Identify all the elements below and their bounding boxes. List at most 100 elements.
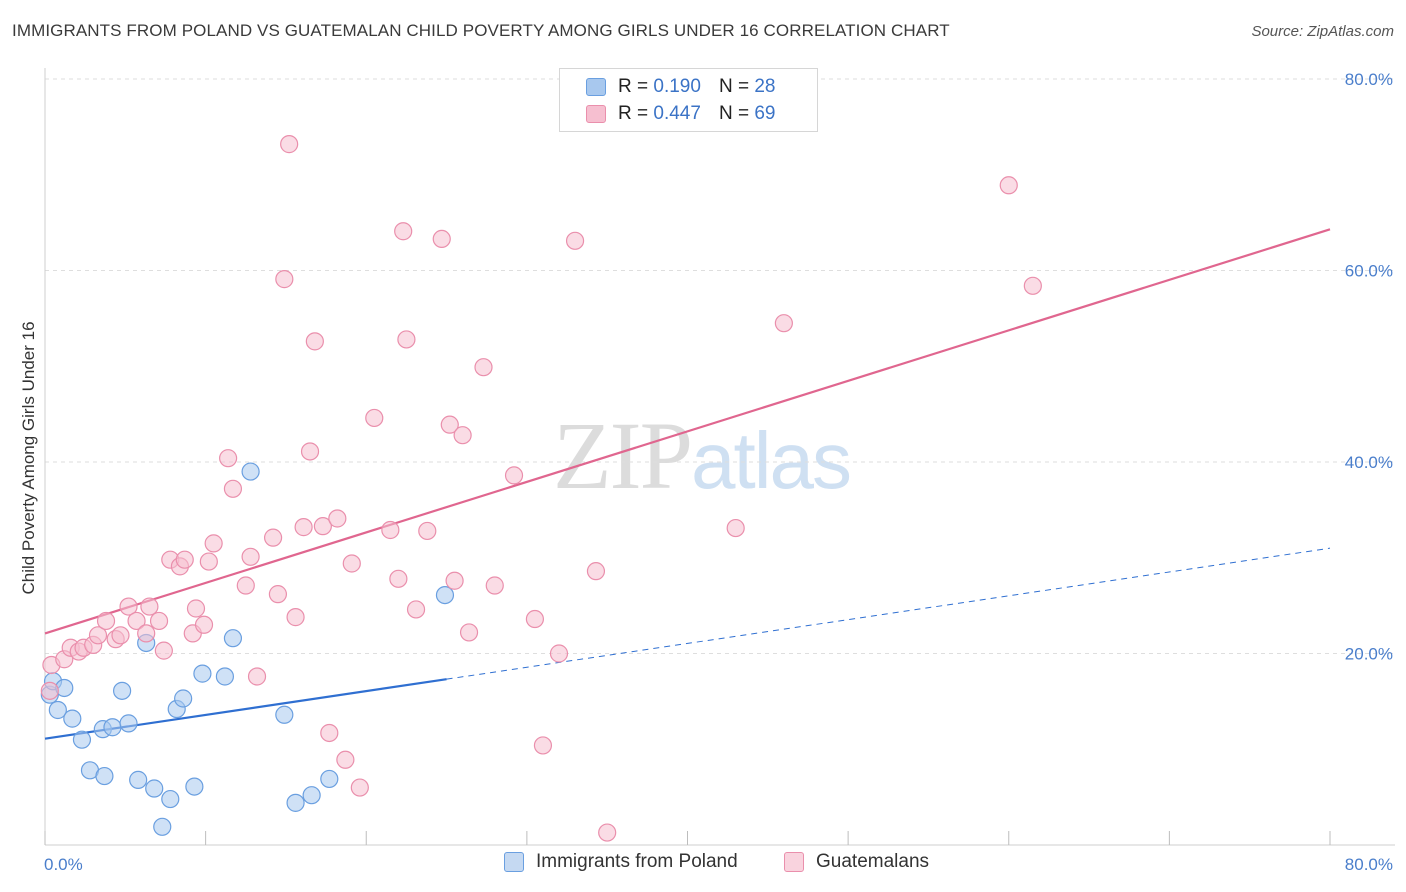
data-point (215, 667, 234, 686)
data-point (241, 462, 260, 481)
data-point (263, 528, 283, 547)
data-point (48, 700, 67, 720)
data-point (435, 585, 455, 605)
data-point (336, 750, 355, 769)
data-point (275, 705, 294, 724)
data-point (381, 520, 400, 540)
data-point (280, 135, 299, 154)
poland-legend-swatch (504, 852, 524, 872)
watermark-zip: ZIP (553, 402, 693, 509)
data-point (96, 611, 116, 631)
data-point (397, 330, 416, 349)
guatemalans-n-label: N = (718, 103, 750, 124)
data-point (440, 415, 459, 434)
data-point (241, 547, 260, 566)
data-point (406, 600, 426, 619)
data-point (103, 718, 122, 737)
legend-row-guatemalans: R = 0.447 N = 69 (586, 102, 775, 126)
data-point (365, 408, 384, 428)
guatemalans-legend-label: Guatemalans (816, 851, 930, 872)
data-point (286, 608, 305, 627)
data-point (389, 569, 408, 588)
data-point (223, 479, 243, 498)
data-point (153, 817, 172, 836)
guatemalans-legend-swatch (784, 852, 804, 872)
data-point (137, 624, 156, 643)
data-point (459, 623, 479, 642)
guatemalans-trend-line (44, 228, 1331, 635)
data-point (175, 550, 194, 569)
data-point (275, 270, 294, 289)
data-point (294, 518, 313, 537)
poland-r-value: 0.190 (653, 76, 701, 97)
data-point (328, 509, 347, 528)
data-point (320, 723, 339, 743)
data-point (268, 585, 288, 604)
source-credit: Source: ZipAtlas.com (1251, 23, 1394, 40)
data-point (63, 709, 82, 728)
data-points (40, 135, 1042, 842)
poland-n-value: 28 (754, 76, 776, 97)
data-point (445, 571, 464, 590)
poland-trend-extension (446, 547, 1331, 680)
poland-points (40, 462, 455, 836)
data-point (112, 681, 132, 700)
data-point (305, 332, 324, 351)
data-point (145, 779, 164, 798)
data-point (129, 770, 148, 789)
data-point (154, 641, 173, 660)
data-point (302, 786, 321, 805)
data-point (549, 644, 569, 663)
legend-row-poland: R = 0.190 N = 28 (586, 75, 775, 99)
data-point (1023, 276, 1042, 295)
data-point (474, 358, 493, 377)
axis-labels: 20.0% 40.0% 60.0% 80.0% 0.0% 80.0% Child Pover… (19, 70, 1393, 874)
y-tick-label: 40.0% (1345, 453, 1393, 472)
data-point (586, 562, 606, 581)
data-point (320, 769, 339, 789)
data-point (72, 730, 92, 749)
data-point (485, 576, 504, 595)
data-point (504, 466, 524, 485)
guatemalans-points (40, 135, 1042, 842)
data-point (149, 611, 169, 631)
data-point (598, 823, 617, 842)
data-point (95, 766, 114, 786)
correlation-legend: R = 0.190 N = 28 R = 0.447 N = 69 (559, 68, 818, 132)
data-point (533, 736, 553, 755)
data-point (174, 689, 193, 708)
watermark: ZIPatlas (553, 400, 852, 511)
data-point (204, 534, 223, 553)
data-point (186, 599, 206, 618)
data-point (999, 176, 1018, 195)
data-point (119, 597, 138, 616)
data-point (40, 681, 59, 700)
y-tick-label: 60.0% (1345, 262, 1393, 281)
data-point (350, 778, 369, 797)
poland-legend-label: Immigrants from Poland (536, 851, 738, 872)
data-point (525, 609, 545, 629)
axes (44, 68, 1395, 846)
x-tick-label: 0.0% (44, 855, 83, 874)
data-point (119, 714, 138, 733)
data-point (565, 231, 585, 250)
chart-title: IMMIGRANTS FROM POLAND VS GUATEMALAN CHI… (12, 21, 950, 40)
data-point (236, 576, 255, 595)
guatemalans-n-value: 69 (754, 103, 776, 124)
poland-swatch (586, 78, 606, 96)
data-point (774, 314, 793, 333)
y-tick-label: 80.0% (1345, 70, 1393, 89)
data-point (140, 597, 159, 616)
data-point (219, 449, 238, 468)
data-point (247, 667, 267, 686)
bottom-legend-guatemalans: Guatemalans (784, 851, 929, 873)
data-point (342, 554, 361, 573)
gridlines (45, 78, 1395, 654)
y-axis-label: Child Poverty Among Girls Under 16 (19, 321, 38, 594)
data-point (418, 521, 437, 541)
data-point (111, 626, 130, 645)
data-point (223, 629, 243, 648)
data-point (88, 626, 108, 645)
data-point (394, 222, 413, 241)
watermark-atlas: atlas (691, 416, 852, 505)
